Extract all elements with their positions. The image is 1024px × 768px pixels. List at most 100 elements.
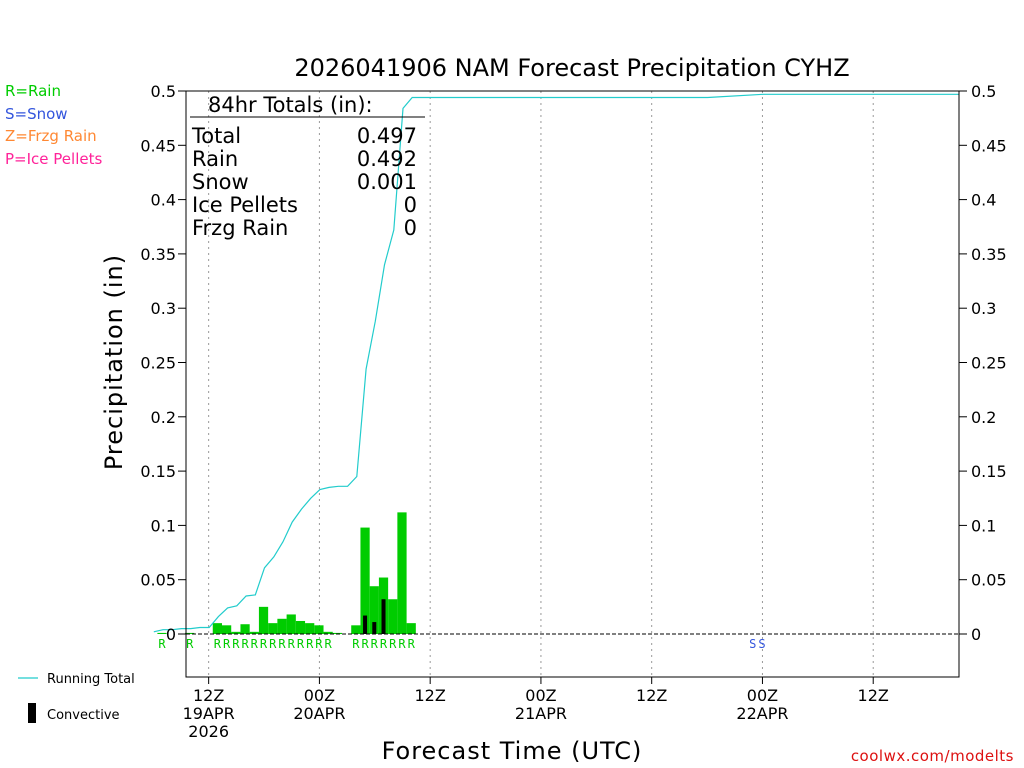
y-tick-label-right: 0.35 [971,245,1007,264]
precip-type-label: R [269,637,277,651]
x-tick-label: 12Z [636,686,667,705]
convective-bar [363,615,368,634]
x-grid-lines [208,91,874,677]
y-tick-label-left: 0.5 [151,82,176,101]
x-tick-label: 2026 [188,722,229,741]
x-tick-label: 00Z [747,686,778,705]
credit-link[interactable]: coolwx.com/modelts [851,747,1014,765]
precip-type-label: R [260,637,268,651]
legend-rain: R=Rain [5,82,61,100]
y-tick-label-left: 0.05 [140,571,176,590]
precip-bar [323,631,333,634]
totals-value: 0.492 [357,147,417,171]
precip-bar [157,632,167,634]
hourly-bars [157,512,416,634]
y-axis-ticks: 0 00.05 0.050.1 0.10.15 0.150.2 0.20.25 0.250.… [140,82,1006,644]
precip-bar [295,620,306,634]
totals-value: 0.001 [357,170,417,194]
y-tick-label-left: 0 [166,625,176,644]
precip-type-label: S [758,637,765,651]
precip-bar [249,631,259,634]
totals-label: Frzg Rain [192,216,288,240]
precip-bar [185,632,195,634]
totals-box: 84hr Totals (in): Total 0.497 Rain 0.492… [190,93,425,240]
x-tick-label: 12Z [858,686,889,705]
convective-bar [372,622,377,634]
precip-bar [351,625,361,634]
y-tick-label-right: 0.05 [971,571,1007,590]
y-axis-label: Precipitation (in) [100,254,128,470]
x-axis-label: Forecast Time (UTC) [382,737,643,765]
x-tick-label: 12Z [415,686,446,705]
precip-bar [258,606,269,634]
y-tick-label-left: 0.1 [151,516,176,535]
legend-snow: S=Snow [5,105,68,123]
precip-type-label: R [306,637,314,651]
precip-bar [388,599,398,634]
y-tick-label-left: 0.3 [151,299,176,318]
legend-convective: Convective [47,708,120,723]
precip-bar [397,512,407,634]
totals-value: 0 [404,193,417,217]
totals-label: Snow [192,170,249,194]
y-tick-label-right: 0.5 [971,82,996,101]
y-tick-label-left: 0.35 [140,245,176,264]
precip-bar [221,625,232,634]
x-tick-label: 00Z [525,686,556,705]
convective-bars [363,599,386,634]
y-tick-label-right: 0.2 [971,408,996,427]
x-tick-label: 21APR [515,704,567,723]
precip-type-label: R [232,637,240,651]
precip-bar [406,623,416,634]
x-tick-label: 20APR [293,704,345,723]
y-tick-label-left: 0.15 [140,462,176,481]
y-tick-label-right: 0.1 [971,516,996,535]
precip-type-label: R [325,637,333,651]
precip-bar [314,625,324,634]
precip-type-label: R [389,637,397,651]
y-tick-label-right: 0.3 [971,299,996,318]
x-tick-label: 22APR [736,704,788,723]
precip-bar [332,632,342,634]
y-tick-label-left: 0.4 [151,191,176,210]
precip-type-label: R [371,637,379,651]
precip-bar [305,623,315,634]
totals-header: 84hr Totals (in): [208,93,373,117]
y-tick-label-right: 0.4 [971,191,996,210]
chart-title: 2026041906 NAM Forecast Precipitation CY… [294,54,849,82]
precip-type-label: R [214,637,222,651]
totals-label: Total [191,124,241,148]
legend-running-total: Running Total [47,672,135,687]
precip-type-label: S [749,637,756,651]
precip-bar [360,527,370,634]
y-tick-label-right: 0 [971,625,981,644]
precip-bar [286,614,296,634]
precip-type-label: R [361,637,369,651]
precip-bar [212,623,222,634]
legend-ice-pellets: P=Ice Pellets [5,150,102,168]
x-tick-label: 19APR [183,704,235,723]
x-tick-label: 12Z [193,686,224,705]
y-tick-label-right: 0.45 [971,136,1007,155]
totals-label: Ice Pellets [192,193,298,217]
precip-type-label: R [251,637,259,651]
convective-bar [381,599,386,634]
totals-label: Rain [192,147,238,171]
y-tick-label-right: 0.25 [971,354,1007,373]
precip-type-label: R [223,637,231,651]
precip-type-label: R [380,637,388,651]
totals-value: 0.497 [357,124,417,148]
running-total-line [153,93,959,633]
y-tick-label-left: 0.2 [151,408,176,427]
precip-bar [268,623,278,634]
y-tick-label-left: 0.25 [140,354,176,373]
totals-value: 0 [404,216,417,240]
precip-type-label: R [297,637,305,651]
precip-type-label: R [288,637,296,651]
precip-bar [240,624,250,634]
convective-legend-swatch [28,703,36,723]
precip-bar [231,631,241,634]
